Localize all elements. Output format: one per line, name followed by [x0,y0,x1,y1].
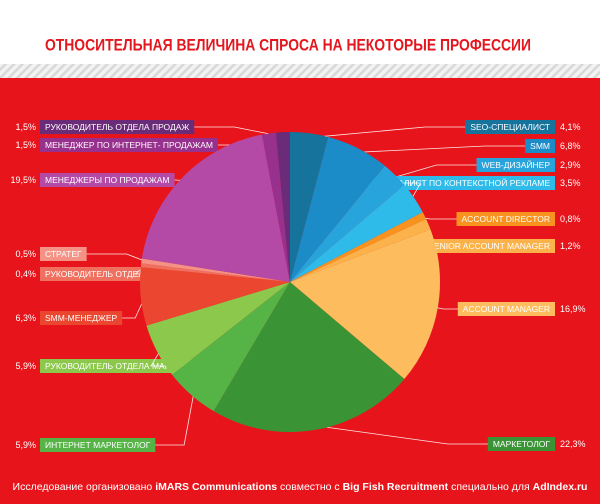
footer-part: Big Fish Recruitment [343,481,449,493]
slice-label: МАРКЕТОЛОГ [493,439,551,449]
value-label: 4,1% [560,122,581,132]
footer-part: специально для [448,481,532,493]
label-group: МАРКЕТОЛОГ 22,3% [314,425,586,451]
slice-label: МЕНЕДЖЕРЫ ПО ПРОДАЖАМ [45,175,170,185]
pie-slice [290,132,329,282]
value-label: 1,2% [560,241,581,251]
pie-slice [290,184,423,282]
slice-label: РУКОВОДИТЕЛЬ ОТДЕЛА SMM [45,269,172,279]
pie-slice [141,258,290,282]
value-label: 1,5% [15,140,36,150]
label-group: SMM 6,8% [356,139,581,153]
label-group: РУКОВОДИТЕЛЬ ОТДЕЛА ПРОДАЖ 1,5% [15,120,284,138]
slice-label: ACCOUNT DIRECTOR [462,214,550,224]
leader-line [314,425,488,445]
pie-slice [290,212,427,282]
label-box [40,247,87,261]
value-label: 16,9% [560,304,586,314]
value-label: 3,5% [560,178,581,188]
slice-label: SMM [530,141,550,151]
pie-slice [261,132,290,282]
pie-slice [140,263,290,282]
label-box [487,437,555,451]
label-box [40,138,218,152]
slice-label: МЕНЕДЖЕР ПО ИНТЕРНЕТ- ПРОДАЖАМ [45,140,213,150]
label-box [40,173,175,187]
leader-line [391,164,477,179]
slice-label: СПЕЦИАЛИСТ ПО КОНТЕКСТНОЙ РЕКЛАМЕ [368,177,551,188]
label-box [423,239,555,253]
footer: Исследование организовано iMARS Communic… [13,481,588,493]
value-label: 6,8% [560,141,581,151]
label-box [40,120,195,134]
label-group: SMM-МЕНЕДЖЕР 6,3% [15,295,146,325]
label-box [362,176,555,190]
label-group: ИНТЕРНЕТ МАРКЕТОЛОГ 5,9% [15,391,195,452]
slice-label: РУКОВОДИТЕЛЬ ОТДЕЛА МАРКЕТИНГА [45,361,208,371]
label-box [40,438,156,452]
footer-part: Исследование организовано [13,481,156,493]
label-group: СТРАТЕГ 0,5% [15,247,147,262]
value-label: 0,8% [560,214,581,224]
leader-line [308,126,466,139]
pie-slice [275,132,290,282]
value-label: 6,3% [15,313,36,323]
pie-slice [140,266,290,326]
footer-part: совместно с [277,481,342,493]
label-box [476,158,555,172]
label-box [457,302,555,316]
value-label: 0,5% [15,249,36,259]
slice-label: SMM-МЕНЕДЖЕР [45,313,117,323]
leader-line [194,126,284,138]
slice-label: SENIOR ACCOUNT MANAGER [428,241,550,251]
label-box [465,120,555,134]
pie-slice [141,134,290,282]
label-group: WEB-ДИЗАЙНЕР 2,9% [391,158,581,179]
label-group: ACCOUNT MANAGER 16,9% [433,302,586,316]
value-label: 22,3% [560,439,586,449]
value-label: 2,9% [560,160,581,170]
leader-line [356,145,526,153]
label-box [40,311,123,325]
label-group: SEO-СПЕЦИАЛИСТ 4,1% [308,120,581,139]
footer-part: AdIndex.ru [533,481,588,493]
pie-slice [213,282,405,432]
pie-slice [290,218,431,282]
slice-label: СТРАТЕГ [45,249,82,259]
footer-part: iMARS Communications [155,481,277,493]
slice-label: ACCOUNT MANAGER [463,304,550,314]
value-label: 1,5% [15,122,36,132]
pie-slice [146,282,290,375]
value-label: 5,9% [15,440,36,450]
chart-title: ОТНОСИТЕЛЬНАЯ ВЕЛИЧИНА СПРОСА НА НЕКОТОР… [45,35,531,54]
stripe-band [0,64,600,78]
leader-line [86,253,147,262]
label-group: СПЕЦИАЛИСТ ПО КОНТЕКСТНОЙ РЕКЛАМЕ 3,5% [362,176,581,201]
label-box [456,212,555,226]
label-group: МЕНЕДЖЕРЫ ПО ПРОДАЖАМ 19,5% [10,173,186,187]
slice-label: WEB-ДИЗАЙНЕР [482,159,551,170]
slice-label: SEO-СПЕЦИАЛИСТ [470,122,550,132]
value-label: 0,4% [15,269,36,279]
label-box [525,139,555,153]
slice-label: РУКОВОДИТЕЛЬ ОТДЕЛА ПРОДАЖ [45,122,189,132]
pie-slice [172,282,290,412]
leader-line [155,391,195,446]
pie-slice [290,229,440,380]
value-label: 19,5% [10,175,36,185]
pie-slice [290,136,385,282]
slice-label: ИНТЕРНЕТ МАРКЕТОЛОГ [45,440,151,450]
pie-slice [290,165,405,282]
value-label: 5,9% [15,361,36,371]
